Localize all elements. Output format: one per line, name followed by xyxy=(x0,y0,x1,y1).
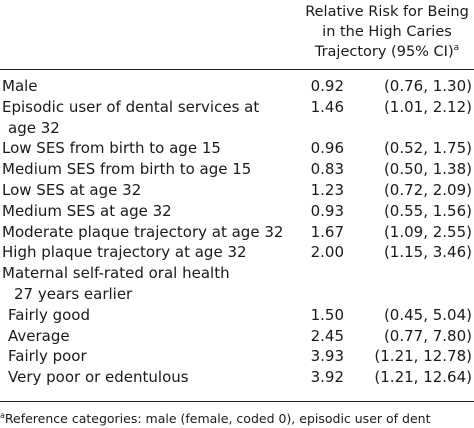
table-group-heading-continuation: 27 years earlier xyxy=(0,284,474,305)
row-label: Male xyxy=(2,77,38,95)
relative-risk-value: 0.96 xyxy=(310,139,344,158)
row-label: Maternal self-rated oral health xyxy=(2,264,230,283)
header-line-3-text: Trajectory (95% CI) xyxy=(314,44,454,60)
table-group-heading: Maternal self-rated oral health xyxy=(0,263,474,284)
relative-risk-value: 1.67 xyxy=(310,222,344,241)
relative-risk-value: 0.92 xyxy=(310,77,344,95)
row-label: Moderate plaque trajectory at age 32 xyxy=(2,222,284,241)
row-label: Medium SES from birth to age 15 xyxy=(2,160,252,179)
header-line-2: in the High Caries xyxy=(322,24,452,40)
confidence-interval: (0.50, 1.38) xyxy=(383,160,472,179)
table-row: Medium SES from birth to age 15 0.83 (0.… xyxy=(0,159,474,180)
confidence-interval: (0.76, 1.30) xyxy=(383,77,472,95)
confidence-interval: (1.09, 2.55) xyxy=(383,222,472,241)
table-row: Male 0.92 (0.76, 1.30) xyxy=(0,76,474,97)
row-label: Fairly poor xyxy=(8,347,87,366)
relative-risk-value: 2.45 xyxy=(310,326,344,345)
table-row: Moderate plaque trajectory at age 32 1.6… xyxy=(0,222,474,243)
relative-risk-value: 3.93 xyxy=(310,347,344,366)
confidence-interval: (0.77, 7.80) xyxy=(383,326,472,345)
confidence-interval: (1.21, 12.64) xyxy=(374,368,472,387)
relative-risk-value: 1.23 xyxy=(310,180,344,199)
row-label: High plaque trajectory at age 32 xyxy=(2,243,247,262)
confidence-interval: (0.52, 1.75) xyxy=(383,139,472,158)
table-footnote: aReference categories: male (female, cod… xyxy=(0,411,474,426)
table-row: Average 2.45 (0.77, 7.80) xyxy=(0,326,474,347)
table-row: High plaque trajectory at age 32 2.00 (1… xyxy=(0,242,474,263)
confidence-interval: (0.55, 1.56) xyxy=(383,201,472,220)
row-label: Medium SES at age 32 xyxy=(2,201,172,220)
confidence-interval: (1.01, 2.12) xyxy=(383,97,472,116)
row-label: age 32 xyxy=(8,118,60,137)
confidence-interval: (1.21, 12.78) xyxy=(374,347,472,366)
footnote-text: Reference categories: male (female, code… xyxy=(4,411,431,426)
bottom-rule xyxy=(0,401,474,402)
table-row: Very poor or edentulous 3.92 (1.21, 12.6… xyxy=(0,367,474,388)
table-body: Male 0.92 (0.76, 1.30) Episodic user of … xyxy=(0,76,474,388)
confidence-interval: (0.45, 5.04) xyxy=(383,305,472,324)
relative-risk-value: 2.00 xyxy=(310,243,344,262)
relative-risk-value: 0.93 xyxy=(310,201,344,220)
table-row: Medium SES at age 32 0.93 (0.55, 1.56) xyxy=(0,201,474,222)
column-header-relative-risk: Relative Risk for Being in the High Cari… xyxy=(300,2,474,62)
header-line-3: Trajectory (95% CI)a xyxy=(300,42,474,62)
relative-risk-value: 1.50 xyxy=(310,305,344,324)
row-label: 27 years earlier xyxy=(14,284,133,303)
row-label: Average xyxy=(8,326,70,345)
top-rule xyxy=(0,69,474,70)
header-footnote-mark: a xyxy=(453,43,460,54)
table-row: Fairly good 1.50 (0.45, 5.04) xyxy=(0,305,474,326)
footnote-mark: a xyxy=(0,411,5,420)
row-label: Episodic user of dental services at xyxy=(2,97,260,116)
table-row: Low SES from birth to age 15 0.96 (0.52,… xyxy=(0,138,474,159)
confidence-interval: (1.15, 3.46) xyxy=(383,243,472,262)
row-label: Very poor or edentulous xyxy=(8,368,189,387)
confidence-interval: (0.72, 2.09) xyxy=(383,180,472,199)
table-row: Low SES at age 32 1.23 (0.72, 2.09) xyxy=(0,180,474,201)
row-label: Low SES at age 32 xyxy=(2,180,142,199)
table-row: Episodic user of dental services at 1.46… xyxy=(0,97,474,118)
row-label: Fairly good xyxy=(8,305,90,324)
table-row: Fairly poor 3.93 (1.21, 12.78) xyxy=(0,346,474,367)
relative-risk-value: 1.46 xyxy=(310,97,344,116)
table-row-continuation: age 32 xyxy=(0,118,474,139)
row-label: Low SES from birth to age 15 xyxy=(2,139,221,158)
relative-risk-value: 0.83 xyxy=(310,160,344,179)
header-line-1: Relative Risk for Being xyxy=(305,4,469,20)
relative-risk-value: 3.92 xyxy=(310,368,344,387)
